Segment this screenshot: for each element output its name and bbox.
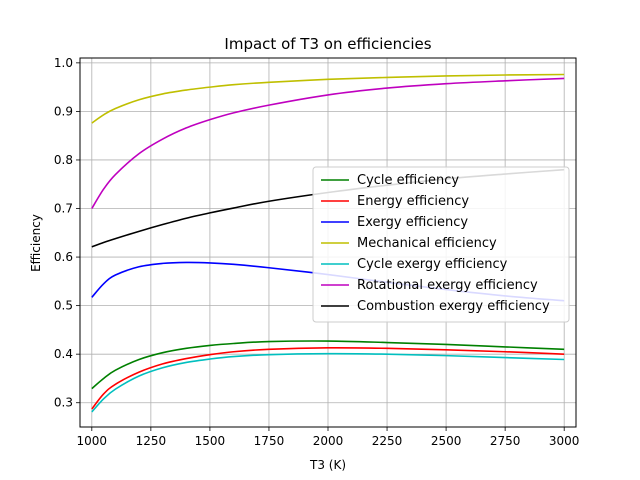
legend-label: Rotational exergy efficiency	[357, 278, 538, 293]
x-axis-label: T3 (K)	[309, 458, 346, 472]
x-tick-label: 2000	[313, 434, 344, 448]
axis-ticks: 1000 1250 1500 1750 2000 2250 2500 2750 3000 0.3 0…	[54, 56, 580, 448]
y-tick-label: 0.9	[54, 104, 73, 118]
series-line-cycle-exergy-efficiency	[91, 352, 565, 413]
legend: Cycle efficiency Energy efficiency Exergy …	[312, 166, 570, 323]
legend-box	[312, 166, 570, 323]
x-tick-label: 2750	[490, 434, 521, 448]
chart-title: Impact of T3 on efficiencies	[224, 35, 431, 53]
y-tick-label: 1.0	[54, 56, 73, 70]
y-tick-label: 0.8	[54, 153, 73, 167]
x-tick-label: 1750	[254, 434, 285, 448]
y-tick-label: 0.6	[54, 250, 73, 264]
series-line-rotational-exergy-efficiency	[91, 77, 565, 209]
x-tick-label: 2500	[431, 434, 462, 448]
x-tick-label: 3000	[549, 434, 580, 448]
series-line-mechanical-efficiency	[91, 73, 565, 124]
x-tick-label: 1500	[195, 434, 226, 448]
legend-label: Combustion exergy efficiency	[357, 299, 550, 314]
x-tick-label: 1000	[77, 434, 108, 448]
legend-label: Exergy efficiency	[357, 215, 468, 230]
legend-label: Mechanical efficiency	[357, 236, 497, 251]
y-tick-label: 0.5	[54, 299, 73, 313]
y-tick-label: 0.4	[54, 347, 73, 361]
legend-label: Cycle efficiency	[357, 173, 459, 188]
x-tick-label: 2250	[372, 434, 403, 448]
legend-label: Energy efficiency	[357, 194, 469, 209]
series-line-cycle-efficiency	[91, 340, 565, 390]
x-tick-label: 1250	[136, 434, 167, 448]
y-tick-label: 0.3	[54, 396, 73, 410]
y-tick-label: 0.7	[54, 202, 73, 216]
series-line-energy-efficiency	[91, 347, 565, 410]
y-axis-label: Efficiency	[29, 214, 43, 272]
legend-label: Cycle exergy efficiency	[357, 257, 508, 272]
